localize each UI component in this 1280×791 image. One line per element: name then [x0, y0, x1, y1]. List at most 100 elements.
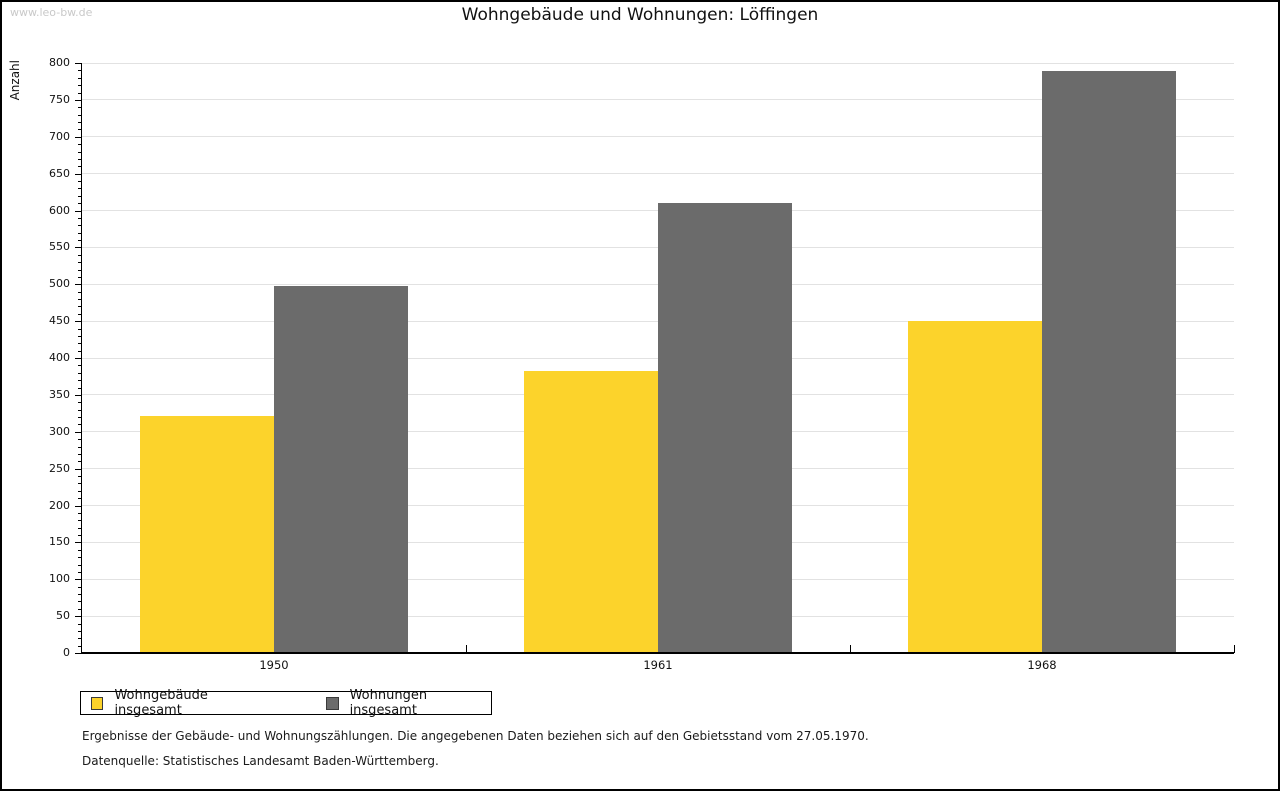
- legend: Wohngebäude insgesamt Wohnungen insgesam…: [80, 688, 492, 718]
- y-minor-tick: [78, 645, 82, 647]
- y-minor-tick: [78, 335, 82, 337]
- y-minor-tick: [78, 107, 82, 109]
- y-minor-tick: [78, 144, 82, 146]
- y-minor-tick: [78, 498, 82, 500]
- y-major-tick: [75, 431, 82, 433]
- y-minor-tick: [78, 276, 82, 278]
- y-tick-label-100: 100: [49, 572, 70, 586]
- legend-label-wohngebaeude: Wohngebäude insgesamt: [114, 688, 208, 718]
- legend-label-wohnungen: Wohnungen insgesamt: [349, 688, 428, 718]
- y-minor-tick: [78, 630, 82, 632]
- x-boundary-tick: [1234, 645, 1235, 653]
- y-minor-tick: [78, 446, 82, 448]
- y-minor-tick: [78, 608, 82, 610]
- y-minor-tick: [78, 254, 82, 256]
- y-minor-tick: [78, 262, 82, 264]
- y-tick-label-300: 300: [49, 424, 70, 438]
- y-minor-tick: [78, 203, 82, 205]
- y-tick-label-550: 550: [49, 240, 70, 254]
- legend-item-wohngebaeude: Wohngebäude insgesamt: [91, 688, 271, 718]
- y-minor-tick: [78, 151, 82, 153]
- y-tick-label-0: 0: [63, 646, 70, 659]
- y-minor-tick: [78, 638, 82, 640]
- y-major-tick: [75, 173, 82, 175]
- x-axis-line: [82, 652, 1234, 654]
- y-tick-label-200: 200: [49, 498, 70, 512]
- y-major-tick: [75, 616, 82, 618]
- y-minor-tick: [78, 549, 82, 551]
- y-minor-tick: [78, 166, 82, 168]
- bar-wohngebaeude-insgesamt-1961: [524, 370, 658, 653]
- y-minor-tick: [78, 240, 82, 241]
- y-minor-tick: [78, 92, 82, 94]
- legend-item-wohnungen: Wohnungen insgesamt: [326, 688, 491, 718]
- y-tick-label-350: 350: [49, 387, 70, 401]
- y-major-tick: [75, 99, 82, 101]
- y-minor-tick: [78, 402, 82, 404]
- y-tick-label-650: 650: [49, 166, 70, 180]
- bar-wohnungen-insgesamt-1950: [274, 286, 408, 653]
- y-minor-tick: [78, 225, 82, 227]
- y-minor-tick: [78, 232, 82, 234]
- y-tick-label-500: 500: [49, 277, 70, 291]
- watermark: www.leo-bw.de: [10, 6, 93, 19]
- y-major-tick: [75, 136, 82, 138]
- y-minor-tick: [78, 483, 82, 485]
- y-minor-tick: [78, 409, 82, 411]
- gridline-y-750: [82, 99, 1234, 101]
- y-minor-tick: [78, 557, 82, 559]
- y-tick-label-600: 600: [49, 203, 70, 217]
- y-minor-tick: [78, 269, 82, 271]
- y-minor-tick: [78, 328, 82, 330]
- y-major-tick: [75, 505, 82, 507]
- y-tick-label-450: 450: [49, 314, 70, 328]
- y-major-tick: [75, 63, 82, 64]
- y-minor-tick: [78, 571, 82, 573]
- y-minor-tick: [78, 461, 82, 463]
- y-minor-tick: [78, 195, 82, 197]
- y-minor-tick: [78, 564, 82, 566]
- y-tick-label-50: 50: [56, 609, 70, 623]
- y-minor-tick: [78, 586, 82, 588]
- y-minor-tick: [78, 490, 82, 492]
- y-major-tick: [75, 284, 82, 286]
- y-minor-tick: [78, 476, 82, 477]
- y-minor-tick: [78, 424, 82, 426]
- bar-wohnungen-insgesamt-1968: [1042, 71, 1176, 653]
- y-major-tick: [75, 210, 82, 212]
- y-major-tick: [75, 542, 82, 544]
- bar-wohnungen-insgesamt-1961: [658, 203, 792, 653]
- y-tick-label-150: 150: [49, 535, 70, 549]
- y-minor-tick: [78, 594, 82, 595]
- x-boundary-tick: [850, 645, 851, 653]
- gridline-y-800: [82, 62, 1234, 64]
- y-major-tick: [75, 394, 82, 396]
- gridline-y-650: [82, 173, 1234, 175]
- y-tick-label-250: 250: [49, 461, 70, 475]
- y-minor-tick: [78, 623, 82, 625]
- y-major-tick: [75, 321, 82, 323]
- chart-area: 0 50 100 150 200 250 300 350 400 450 500 550 600 650 7…: [2, 2, 1278, 693]
- y-tick-label-400: 400: [49, 351, 70, 364]
- gridline-y-700: [82, 136, 1234, 138]
- y-minor-tick: [78, 439, 82, 441]
- x-tick-label-1968: 1968: [1027, 658, 1057, 672]
- x-boundary-tick: [466, 645, 467, 653]
- y-minor-tick: [78, 85, 82, 87]
- y-minor-tick: [78, 77, 82, 79]
- y-minor-tick: [78, 217, 82, 219]
- x-tick-label-1961: 1961: [643, 658, 673, 672]
- y-major-tick: [75, 653, 82, 654]
- y-major-tick: [75, 468, 82, 470]
- y-tick-label-700: 700: [49, 129, 70, 143]
- y-minor-tick: [78, 343, 82, 345]
- y-minor-tick: [78, 365, 82, 367]
- y-minor-tick: [78, 306, 82, 308]
- y-minor-tick: [78, 114, 82, 116]
- y-major-tick: [75, 579, 82, 581]
- y-major-tick: [75, 247, 82, 249]
- y-major-tick: [75, 358, 82, 359]
- y-minor-tick: [78, 299, 82, 300]
- y-minor-tick: [78, 129, 82, 131]
